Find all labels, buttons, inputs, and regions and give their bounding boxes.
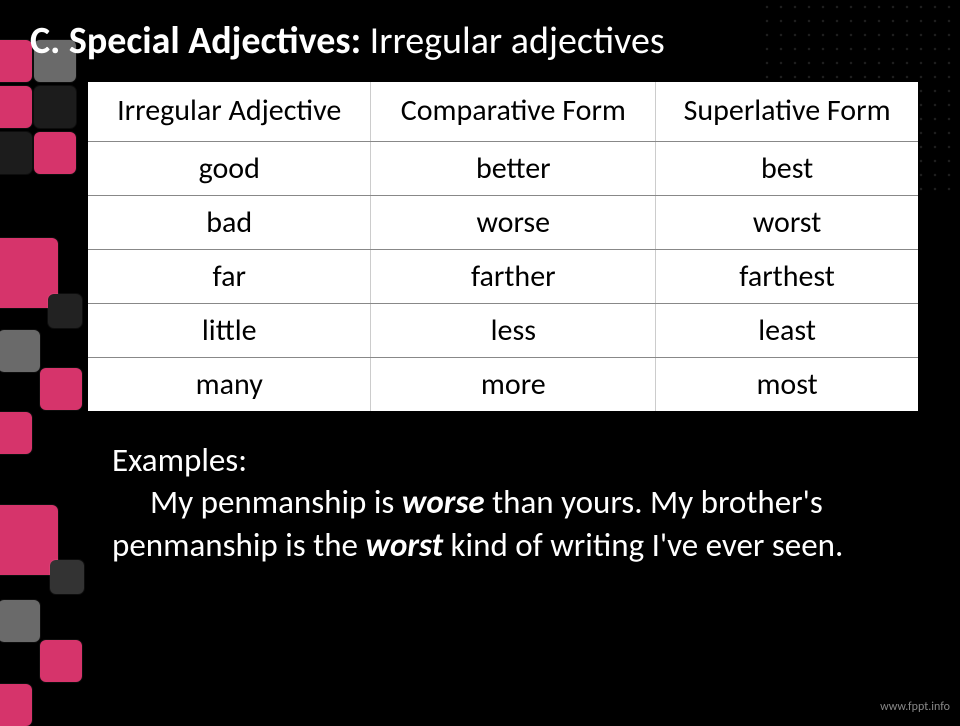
footer-url: www.fppt.info [880, 700, 950, 714]
table-cell: farther [371, 249, 656, 303]
table-cell: bad [88, 195, 371, 249]
table-cell: more [371, 357, 656, 411]
table-row: goodbetterbest [88, 141, 918, 195]
table-header: Superlative Form [656, 82, 918, 141]
decorative-squares [0, 0, 90, 720]
decor-square [0, 330, 40, 372]
table-header: Comparative Form [371, 82, 656, 141]
table-cell: worse [371, 195, 656, 249]
bold-word: worse [402, 482, 485, 522]
decor-square [34, 132, 76, 174]
table-row: badworseworst [88, 195, 918, 249]
table-row: manymoremost [88, 357, 918, 411]
table-row: farfartherfarthest [88, 249, 918, 303]
table-cell: best [656, 141, 918, 195]
table-cell: less [371, 303, 656, 357]
decor-square [0, 132, 32, 174]
decor-square [48, 294, 82, 328]
table-cell: farthest [656, 249, 918, 303]
table-cell: good [88, 141, 371, 195]
table-cell: far [88, 249, 371, 303]
decor-square [0, 600, 40, 642]
table-cell: better [371, 141, 656, 195]
table-cell: little [88, 303, 371, 357]
table-cell: worst [656, 195, 918, 249]
decor-square [40, 640, 82, 682]
adjectives-table: Irregular AdjectiveComparative FormSuper… [88, 82, 918, 411]
examples-section: Examples: My penmanship is worse than yo… [0, 411, 960, 568]
examples-label: Examples: [112, 439, 930, 482]
bold-word: worst [365, 525, 443, 565]
table-row: littlelessleast [88, 303, 918, 357]
text: My penmanship is [150, 482, 402, 522]
table-header: Irregular Adjective [88, 82, 371, 141]
decor-square [40, 368, 82, 410]
example-text: My penmanship is worse than yours. My br… [112, 481, 930, 567]
title-bold: C. Special Adjectives: [30, 18, 361, 64]
title-rest: Irregular adjectives [361, 18, 665, 64]
text: kind of writing I've ever seen. [443, 525, 843, 565]
table-cell: many [88, 357, 371, 411]
table-cell: most [656, 357, 918, 411]
slide-title: C. Special Adjectives: Irregular adjecti… [0, 0, 960, 82]
decor-square [0, 86, 32, 128]
table-cell: least [656, 303, 918, 357]
decor-square [34, 86, 76, 128]
adjectives-table-wrap: Irregular AdjectiveComparative FormSuper… [88, 82, 918, 411]
